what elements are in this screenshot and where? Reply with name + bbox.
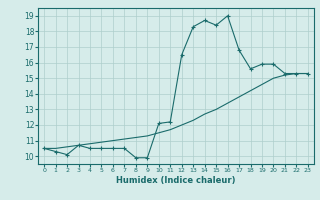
X-axis label: Humidex (Indice chaleur): Humidex (Indice chaleur)	[116, 176, 236, 185]
